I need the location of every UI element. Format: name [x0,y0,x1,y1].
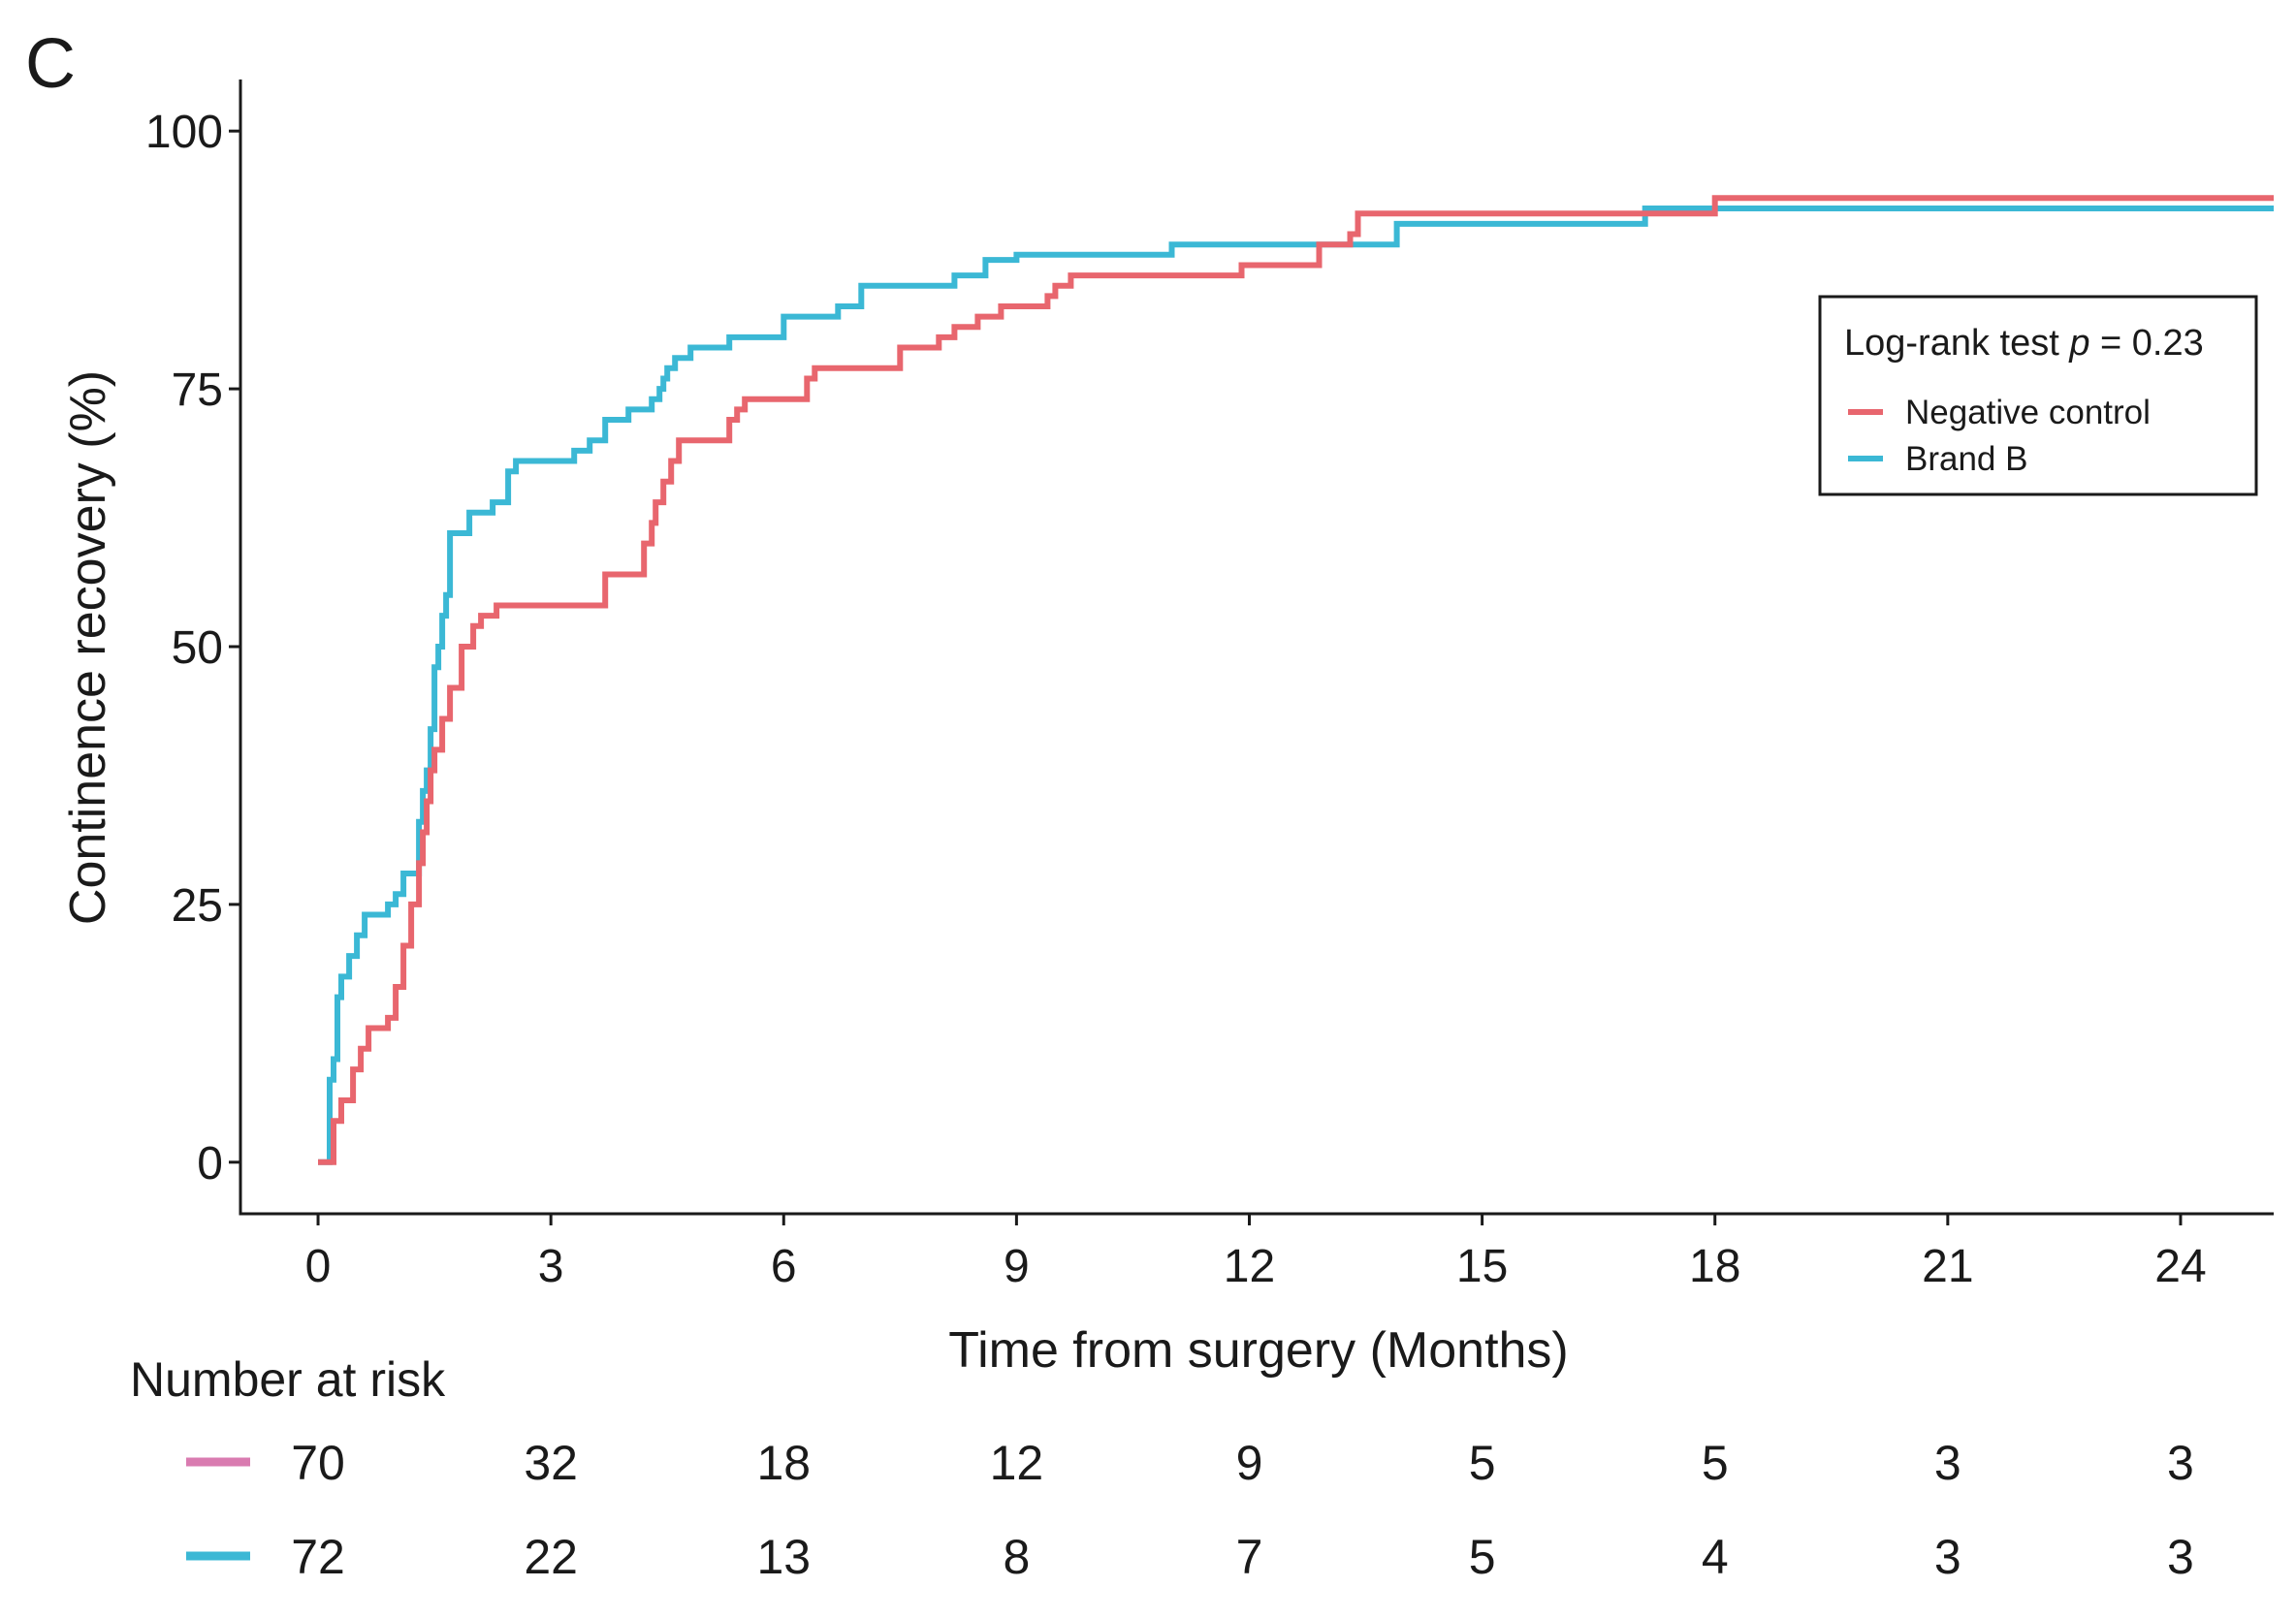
risk-value-negative-control: 3 [1934,1436,1961,1490]
legend-box [1818,295,2258,496]
x-tick-label: 9 [1004,1241,1030,1292]
series-line-brand-b [318,206,2274,1165]
legend: Log-rank test p = 0.23 Negative control … [1818,295,2258,496]
x-tick-label: 18 [1689,1241,1740,1292]
y-tick-label: 75 [172,365,223,416]
x-tick-label: 6 [771,1241,797,1292]
x-axis-title: Time from surgery (Months) [948,1322,1569,1379]
risk-value-brand-b: 7 [1236,1530,1263,1584]
panel-label: C [25,25,76,103]
risk-table-title: Number at risk [130,1352,446,1407]
risk-value-negative-control: 5 [1702,1436,1729,1490]
risk-value-brand-b: 8 [1003,1530,1030,1584]
risk-value-negative-control: 32 [524,1436,578,1490]
x-tick-label: 24 [2154,1241,2206,1292]
risk-value-brand-b: 72 [291,1530,345,1584]
y-tick-label: 0 [197,1138,223,1190]
y-ticks: 0 25 50 75 100 [145,107,240,1190]
risk-value-negative-control: 12 [990,1436,1044,1490]
risk-value-negative-control: 70 [291,1436,345,1490]
risk-value-brand-b: 3 [2167,1530,2194,1584]
x-tick-label: 3 [538,1241,564,1292]
legend-label-brand-b: Brand B [1905,440,2027,478]
risk-value-brand-b: 22 [524,1530,578,1584]
risk-value-negative-control: 3 [2167,1436,2194,1490]
risk-value-negative-control: 5 [1469,1436,1496,1490]
x-tick-label: 12 [1224,1241,1275,1292]
risk-value-negative-control: 18 [756,1436,811,1490]
y-tick-label: 25 [172,880,223,932]
x-tick-label: 15 [1456,1241,1508,1292]
x-tick-label: 0 [305,1241,332,1292]
risk-value-brand-b: 3 [1934,1530,1961,1584]
y-axis-title: Continence recovery (%) [60,370,116,925]
legend-title: Log-rank test p = 0.23 [1844,323,2204,364]
x-ticks: 0 3 6 9 12 15 18 21 24 [305,1214,2207,1292]
risk-value-brand-b: 4 [1702,1530,1729,1584]
y-tick-label: 100 [145,107,223,158]
series-line-negative-control [318,195,2274,1165]
legend-label-negative-control: Negative control [1905,394,2151,431]
risk-value-brand-b: 5 [1469,1530,1496,1584]
risk-value-brand-b: 13 [756,1530,811,1584]
risk-table: 70 32 18 12 9 5 5 3 3 72 22 13 8 7 5 4 3 3 [186,1436,2194,1584]
y-tick-label: 50 [172,622,223,674]
x-tick-label: 21 [1922,1241,1973,1292]
risk-value-negative-control: 9 [1236,1436,1263,1490]
